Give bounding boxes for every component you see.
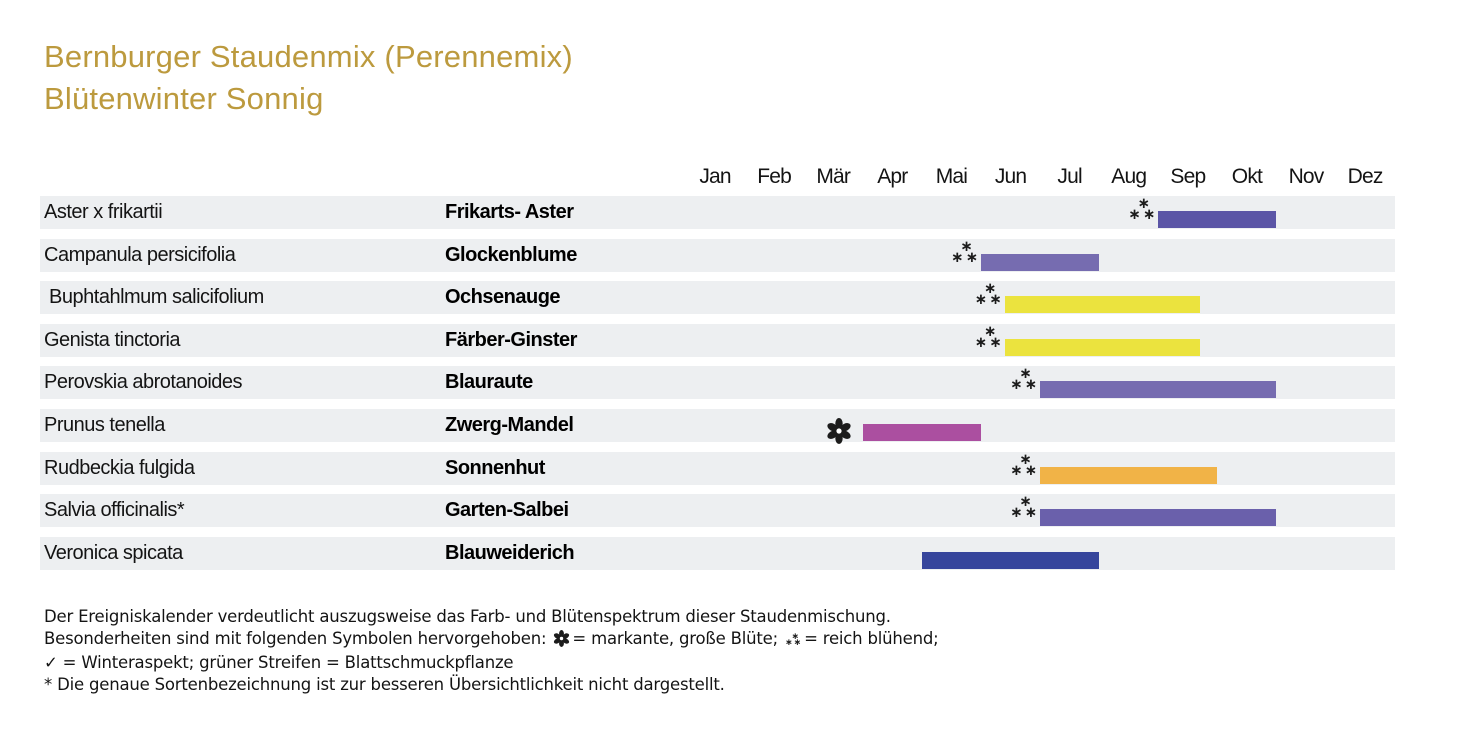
- latin-name: Salvia officinalis*: [44, 499, 185, 522]
- month-label: Jun: [994, 165, 1027, 188]
- flowering-bar: [1040, 381, 1277, 399]
- rich-bloom-icon: ∗ ∗∗: [1010, 364, 1040, 394]
- flowering-bar: [921, 551, 1100, 569]
- german-name: Glockenblume: [445, 243, 577, 266]
- rich-bloom-icon: ∗ ∗∗: [1010, 492, 1040, 522]
- footer-line2-prefix: Besonderheiten sind mit folgenden Symbol…: [44, 628, 552, 648]
- rich-bloom-icon: ∗ ∗∗: [1010, 449, 1040, 479]
- latin-name: Aster x frikartii: [44, 201, 163, 223]
- rich-bloom-icon: ∗ ∗∗: [1128, 194, 1158, 223]
- calendar-row: Veronica spicata Blauweiderich: [40, 536, 1395, 570]
- german-name: Färber-Ginster: [445, 328, 577, 351]
- calendar-row: Campanula persicifolia Glockenblume ∗ ∗∗: [40, 236, 1395, 272]
- calendar-row: Perovskia abrotanoides Blauraute ∗ ∗∗: [40, 364, 1395, 400]
- calendar-row: Aster x frikartii Frikarts- Aster ∗ ∗∗: [40, 196, 1395, 229]
- rich-bloom-icon: ∗ ∗∗: [951, 236, 981, 266]
- month-label: Feb: [757, 165, 792, 188]
- latin-name: Prunus tenella: [44, 414, 165, 436]
- footer-rich-bloom-text: = reich blühend;: [804, 628, 939, 648]
- month-label: Mai: [935, 165, 968, 188]
- calendar-row: Buphtahlmum salicifolium Ochsenauge ∗ ∗∗: [40, 279, 1395, 315]
- flowering-bar: [1040, 509, 1277, 527]
- german-name: Blauweiderich: [445, 541, 575, 564]
- latin-name: Buphtahlmum salicifolium: [44, 286, 264, 309]
- month-label: Sep: [1170, 165, 1206, 188]
- flowering-bar: [1158, 211, 1277, 228]
- calendar-row: Genista tinctoria Färber-Ginster ∗ ∗∗: [40, 321, 1395, 357]
- page-title: Bernburger Staudenmix (Perennemix) Blüte…: [44, 36, 573, 120]
- footer-legend: Der Ereigniskalender verdeutlicht auszug…: [44, 606, 939, 695]
- rich-bloom-icon: ∗ ∗∗: [974, 279, 1004, 309]
- german-name: Ochsenauge: [445, 286, 561, 309]
- latin-name: Veronica spicata: [44, 541, 183, 564]
- flowering-bar: [981, 253, 1100, 271]
- large-bloom-icon: [826, 418, 852, 449]
- month-label: Apr: [877, 165, 908, 188]
- german-name: Zwerg-Mandel: [445, 414, 574, 436]
- calendar-row: Rudbeckia fulgida Sonnenhut ∗ ∗∗: [40, 449, 1395, 485]
- german-name: Sonnenhut: [445, 456, 545, 479]
- footer-line2: Besonderheiten sind mit folgenden Symbol…: [44, 628, 939, 653]
- latin-name: Campanula persicifolia: [44, 243, 236, 266]
- calendar-row: Prunus tenella Zwerg-Mandel: [40, 409, 1395, 444]
- month-label: Aug: [1111, 165, 1147, 188]
- latin-name: Perovskia abrotanoides: [44, 371, 243, 394]
- calendar-row: Salvia officinalis* Garten-Salbei ∗ ∗∗: [40, 492, 1395, 528]
- footer-line3: ✓ = Winteraspekt; grüner Streifen = Blat…: [44, 653, 514, 672]
- rich-bloom-icon: ∗ ∗∗: [974, 321, 1004, 351]
- month-label: Jan: [699, 165, 731, 188]
- latin-name: Rudbeckia fulgida: [44, 456, 195, 479]
- month-label: Dez: [1347, 165, 1384, 188]
- month-label: Mär: [816, 165, 851, 188]
- flowering-bar: [1004, 296, 1200, 314]
- rich-bloom-icon: ∗ ∗∗: [784, 631, 803, 648]
- flowering-bar: [1004, 338, 1200, 356]
- german-name: Garten-Salbei: [445, 499, 569, 522]
- month-label: Okt: [1231, 165, 1263, 188]
- footer-line1: Der Ereigniskalender verdeutlicht auszug…: [44, 607, 891, 626]
- german-name: Blauraute: [445, 371, 533, 394]
- page-title-line2: Blütenwinter Sonnig: [44, 81, 324, 116]
- latin-name: Genista tinctoria: [44, 328, 181, 351]
- german-name: Frikarts- Aster: [445, 201, 574, 223]
- month-label: Jul: [1057, 165, 1082, 188]
- footer-large-bloom-text: = markante, große Blüte;: [572, 628, 783, 648]
- page-title-line1: Bernburger Staudenmix (Perennemix): [44, 39, 573, 74]
- footer-line4: * Die genaue Sortenbezeichnung ist zur b…: [44, 674, 725, 694]
- flowering-bar: [862, 424, 981, 441]
- large-bloom-icon: [551, 629, 572, 648]
- flowering-bar: [1040, 466, 1218, 484]
- month-label: Nov: [1288, 165, 1325, 188]
